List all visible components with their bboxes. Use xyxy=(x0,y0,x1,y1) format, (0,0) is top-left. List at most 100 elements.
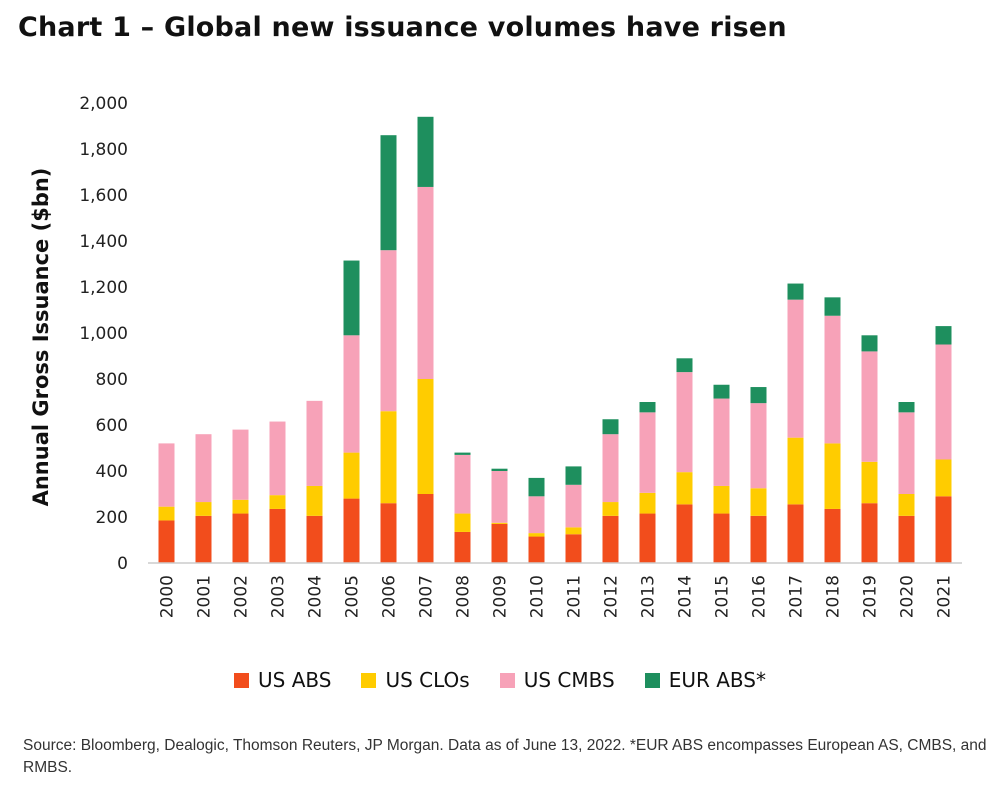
bar-segment xyxy=(454,531,471,563)
bar-segment xyxy=(639,513,656,563)
bar-segment xyxy=(528,496,545,534)
bar-segment xyxy=(861,461,878,504)
y-tick-label: 800 xyxy=(96,370,128,390)
bar-segment xyxy=(787,283,804,300)
bar-segment xyxy=(528,533,545,537)
bar-segment xyxy=(343,260,360,336)
bar-segment xyxy=(343,335,360,453)
bar-segment xyxy=(417,116,434,187)
bar-segment xyxy=(565,484,582,528)
x-tick-label: 2021 xyxy=(935,575,955,618)
bar-segment xyxy=(417,379,434,494)
legend-label: EUR ABS* xyxy=(668,668,766,692)
x-axis-ticks: 2000 2001 2002 2003 2004 2005 2006 2007 2008 2009… xyxy=(158,575,955,618)
x-tick-label: 2017 xyxy=(787,575,807,618)
bar-segment xyxy=(195,515,212,563)
bar-segment xyxy=(824,297,841,316)
legend-item: EUR ABS* xyxy=(644,668,766,692)
bar-segment xyxy=(898,412,915,494)
bars xyxy=(158,116,952,563)
bar-segment xyxy=(787,437,804,505)
bar-segment xyxy=(454,454,471,514)
legend-swatch xyxy=(644,672,660,688)
x-tick-label: 2004 xyxy=(306,575,326,618)
bar-segment xyxy=(565,466,582,485)
y-tick-label: 1,800 xyxy=(79,140,128,160)
y-tick-label: 200 xyxy=(96,508,128,528)
bar-segment xyxy=(380,250,397,412)
bar-segment xyxy=(417,186,434,379)
bar-segment xyxy=(195,502,212,516)
bar-segment xyxy=(602,434,619,503)
bar-segment xyxy=(898,494,915,516)
bar-segment xyxy=(676,472,693,505)
bar-segment xyxy=(787,299,804,438)
bar-segment xyxy=(898,402,915,413)
bar-segment xyxy=(935,344,952,460)
x-tick-label: 2014 xyxy=(676,575,696,618)
legend-swatch xyxy=(499,672,515,688)
bar-segment xyxy=(491,522,508,524)
bar-segment xyxy=(750,403,767,489)
x-tick-label: 2000 xyxy=(158,575,178,618)
bar-segment xyxy=(602,515,619,563)
x-tick-label: 2009 xyxy=(491,575,511,618)
x-tick-label: 2016 xyxy=(750,575,770,618)
bar-segment xyxy=(935,496,952,563)
bar-segment xyxy=(824,508,841,563)
bar-segment xyxy=(491,471,508,523)
bar-segment xyxy=(861,351,878,462)
bar-segment xyxy=(232,429,249,500)
bar-segment xyxy=(750,387,767,404)
x-tick-label: 2008 xyxy=(454,575,474,618)
bar-segment xyxy=(454,452,471,455)
legend-item: US ABS xyxy=(234,668,331,692)
bar-segment xyxy=(528,536,545,563)
x-tick-label: 2005 xyxy=(343,575,363,618)
bar-segment xyxy=(713,513,730,563)
legend-swatch xyxy=(361,672,377,688)
bar-segment xyxy=(639,402,656,413)
x-tick-label: 2010 xyxy=(528,575,548,618)
bar-segment xyxy=(269,508,286,563)
bar-segment xyxy=(676,372,693,473)
legend-item: US CLOs xyxy=(361,668,470,692)
y-tick-label: 1,400 xyxy=(79,232,128,252)
bar-segment xyxy=(565,527,582,535)
bar-segment xyxy=(269,495,286,509)
x-tick-label: 2012 xyxy=(602,575,622,618)
bar-segment xyxy=(676,358,693,373)
bar-segment xyxy=(491,468,508,471)
y-axis-ticks: 0 200 400 600 800 1,000 1,200 1,400 1,600 1,800 2,… xyxy=(79,94,128,574)
bar-segment xyxy=(491,523,508,563)
x-tick-label: 2011 xyxy=(565,575,585,618)
source-note: Source: Bloomberg, Dealogic, Thomson Reu… xyxy=(23,737,987,776)
bar-segment xyxy=(787,504,804,563)
y-tick-label: 0 xyxy=(117,554,128,574)
x-tick-label: 2013 xyxy=(639,575,659,618)
bar-segment xyxy=(158,443,175,507)
bar-segment xyxy=(232,513,249,563)
bar-segment xyxy=(528,477,545,497)
x-tick-label: 2007 xyxy=(417,575,437,618)
bar-segment xyxy=(380,411,397,504)
legend-label: US CMBS xyxy=(523,668,615,692)
bar-segment xyxy=(158,520,175,563)
bar-segment xyxy=(343,498,360,563)
x-tick-label: 2015 xyxy=(713,575,733,618)
x-tick-label: 2006 xyxy=(380,575,400,618)
chart-legend: US ABS US CLOs US CMBS EUR ABS* xyxy=(0,668,1000,692)
bar-segment xyxy=(713,398,730,486)
bar-segment xyxy=(380,135,397,251)
legend-swatch xyxy=(234,672,250,688)
bar-segment xyxy=(269,421,286,496)
bar-segment xyxy=(602,502,619,516)
y-tick-label: 1,000 xyxy=(79,324,128,344)
bar-segment xyxy=(750,515,767,563)
bar-segment xyxy=(232,499,249,514)
x-tick-label: 2001 xyxy=(195,575,215,618)
bar-segment xyxy=(935,459,952,497)
bar-segment xyxy=(158,506,175,521)
bar-segment xyxy=(639,492,656,514)
